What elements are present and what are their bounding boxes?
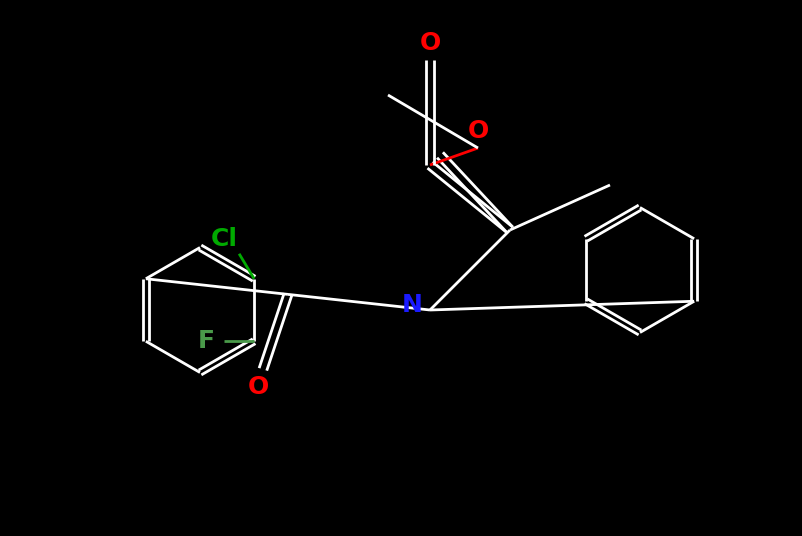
Text: Cl: Cl — [211, 227, 237, 251]
Text: O: O — [468, 118, 488, 143]
Text: N: N — [402, 293, 423, 317]
Text: F: F — [198, 329, 215, 353]
Text: O: O — [247, 375, 269, 399]
Text: O: O — [419, 31, 440, 55]
